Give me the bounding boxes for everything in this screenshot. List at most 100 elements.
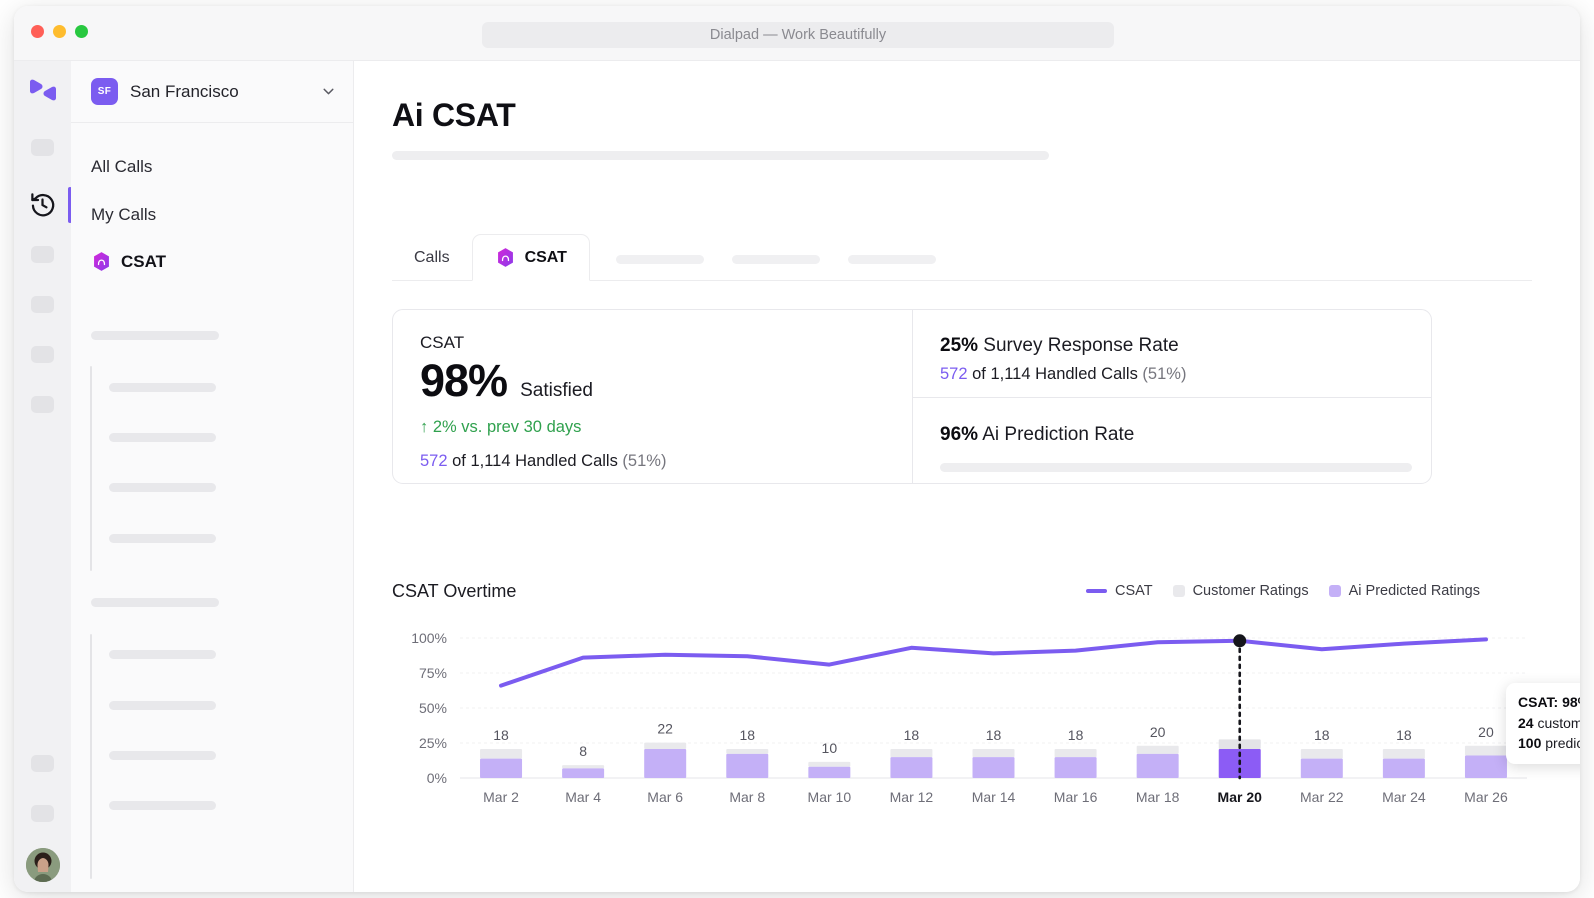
handled-text: of 1,114 Handled Calls: [967, 365, 1143, 383]
workspace-name: San Francisco: [130, 81, 239, 101]
minimize-window-button[interactable]: [53, 25, 66, 38]
x-axis-tick-label[interactable]: Mar 8: [729, 789, 765, 805]
bar-segment-ai-predicted-ratings[interactable]: [890, 757, 933, 778]
rail-placeholder-1[interactable]: [31, 139, 54, 156]
maximize-window-button[interactable]: [75, 25, 88, 38]
bar-segment-customer-ratings[interactable]: [1464, 745, 1507, 756]
x-axis-tick-label[interactable]: Mar 20: [1218, 789, 1263, 805]
bar-segment-ai-predicted-ratings[interactable]: [1382, 758, 1425, 778]
bar-segment-customer-ratings[interactable]: [808, 761, 851, 767]
bar-segment-ai-predicted-ratings[interactable]: [1464, 755, 1507, 778]
bar-segment-customer-ratings[interactable]: [1054, 749, 1097, 758]
bar-segment-ai-predicted-ratings[interactable]: [808, 766, 851, 778]
rail-placeholder-7[interactable]: [31, 805, 54, 822]
bar-segment-customer-ratings[interactable]: [972, 749, 1015, 758]
x-axis-tick-label[interactable]: Mar 14: [972, 789, 1016, 805]
window-titlebar: Dialpad — Work Beautifully: [14, 6, 1580, 61]
window-title: Dialpad — Work Beautifully: [482, 22, 1114, 48]
bar-segment-ai-predicted-ratings[interactable]: [726, 753, 769, 778]
app-window: Dialpad — Work Beautifully: [14, 6, 1580, 892]
x-axis-tick-label[interactable]: Mar 6: [647, 789, 683, 805]
bar-value-label: 18: [739, 727, 755, 743]
bar-segment-customer-ratings[interactable]: [480, 749, 523, 759]
sidebar-skeleton-item-8: [109, 801, 216, 810]
rail-placeholder-6[interactable]: [31, 755, 54, 772]
user-avatar[interactable]: [26, 848, 60, 882]
bar-segment-ai-predicted-ratings[interactable]: [1136, 753, 1179, 778]
bar-segment-ai-predicted-ratings[interactable]: [1054, 757, 1097, 778]
chart-title: CSAT Overtime: [392, 581, 517, 601]
sidebar-item-my-calls[interactable]: My Calls: [71, 195, 353, 235]
sidebar-group-rail-1: [90, 366, 92, 571]
csat-card-label: CSAT: [420, 333, 465, 352]
bar-segment-customer-ratings[interactable]: [1136, 745, 1179, 754]
y-axis-tick-label: 25%: [419, 735, 447, 751]
survey-response-rate-title: 25% Survey Response Rate: [940, 335, 1431, 357]
main-content: Ai CSAT Calls: [354, 61, 1580, 892]
bar-segment-customer-ratings[interactable]: [726, 749, 769, 754]
window-body: SF San Francisco All Calls My Calls: [14, 61, 1580, 892]
bar-segment-ai-predicted-ratings[interactable]: [480, 758, 523, 778]
csat-qualifier: Satisfied: [520, 380, 593, 401]
page-title: Ai CSAT: [392, 97, 516, 133]
x-axis-tick-label[interactable]: Mar 10: [808, 789, 852, 805]
dialpad-logo-icon[interactable]: [28, 79, 58, 101]
legend-item-ai-predicted-ratings[interactable]: Ai Predicted Ratings: [1328, 583, 1480, 599]
x-axis-tick-label[interactable]: Mar 22: [1300, 789, 1344, 805]
bar-segment-customer-ratings[interactable]: [1300, 749, 1343, 759]
survey-response-rate-value: 25%: [940, 335, 979, 356]
selected-point-marker[interactable]: [1233, 634, 1247, 648]
rail-active-indicator: [68, 187, 72, 223]
bar-segment-ai-predicted-ratings[interactable]: [1300, 758, 1343, 778]
bar-value-label: 20: [1150, 724, 1166, 740]
handled-percent: (51%): [1142, 365, 1187, 383]
tab-csat[interactable]: CSAT: [471, 234, 590, 281]
x-axis-tick-label[interactable]: Mar 2: [483, 789, 519, 805]
x-axis-tick-label[interactable]: Mar 26: [1464, 789, 1508, 805]
bar-value-label: 18: [986, 727, 1002, 743]
bar-segment-ai-predicted-ratings[interactable]: [972, 757, 1015, 778]
x-axis-tick-label[interactable]: Mar 18: [1136, 789, 1180, 805]
bar-segment-ai-predicted-ratings[interactable]: [644, 749, 687, 778]
bar-segment-customer-ratings[interactable]: [890, 749, 933, 758]
chart-y-axis-labels: 0% 25% 50% 75% 100%: [411, 630, 447, 786]
legend-item-customer-ratings[interactable]: Customer Ratings: [1172, 583, 1309, 599]
sidebar-item-csat[interactable]: CSAT: [71, 251, 353, 272]
sidebar-item-label: CSAT: [121, 251, 167, 271]
bar-segment-customer-ratings[interactable]: [1382, 749, 1425, 759]
handled-percent: (51%): [622, 452, 667, 470]
close-window-button[interactable]: [31, 25, 44, 38]
sidebar-item-all-calls[interactable]: All Calls: [71, 147, 353, 187]
tab-skeleton-3[interactable]: [847, 255, 936, 264]
tooltip-predicted-text: predicted ratings: [1545, 735, 1580, 752]
x-axis-tick-label[interactable]: Mar 16: [1054, 789, 1098, 805]
stat-card-group: CSAT 98% Satisfied ↑ 2% vs. prev 30 days…: [392, 309, 1432, 484]
legend-item-csat[interactable]: CSAT: [1085, 583, 1153, 599]
x-axis-tick-label[interactable]: Mar 4: [565, 789, 601, 805]
history-clock-icon[interactable]: [29, 191, 56, 218]
x-axis-tick-label[interactable]: Mar 24: [1382, 789, 1426, 805]
tooltip-customer-line: 24 customer ratings: [1518, 713, 1580, 734]
rail-placeholder-2[interactable]: [31, 246, 54, 263]
workspace-switcher[interactable]: SF San Francisco: [71, 61, 353, 123]
tooltip-csat-line: CSAT: 98%: [1518, 692, 1580, 713]
tab-calls[interactable]: Calls: [392, 236, 472, 280]
sidebar-skeleton-item-7: [109, 751, 216, 760]
rail-placeholder-3[interactable]: [31, 296, 54, 313]
chart-tooltip: CSAT: 98% 24 customer ratings 100 predic…: [1506, 683, 1580, 765]
sidebar-skeleton-item-4: [109, 534, 216, 543]
tooltip-predicted-count: 100: [1518, 735, 1542, 752]
bar-segment-customer-ratings[interactable]: [644, 742, 687, 750]
tab-skeleton-1[interactable]: [615, 255, 704, 264]
csat-overtime-chart[interactable]: 0% 25% 50% 75% 100% 18 8 22 18 10 18 18 18 20 18 18 20 …: [392, 626, 1537, 826]
chart-x-axis-labels: Mar 2 Mar 4 Mar 6 Mar 8 Mar 10 Mar 12 Mar 14 Ma…: [483, 789, 1508, 805]
bar-segment-ai-predicted-ratings[interactable]: [562, 768, 605, 778]
bar-segment-customer-ratings[interactable]: [562, 765, 605, 769]
rail-placeholder-5[interactable]: [31, 396, 54, 413]
chart-bars[interactable]: [480, 739, 1507, 778]
window-controls[interactable]: [31, 25, 88, 38]
x-axis-tick-label[interactable]: Mar 12: [890, 789, 934, 805]
tab-skeleton-2[interactable]: [731, 255, 820, 264]
rail-placeholder-4[interactable]: [31, 346, 54, 363]
